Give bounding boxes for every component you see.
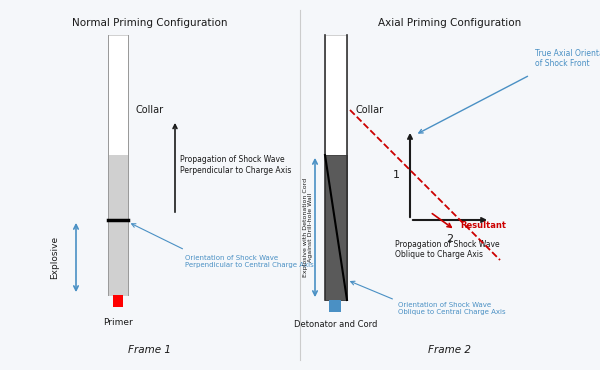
Text: Orientation of Shock Wave
Perpendicular to Central Charge Axis: Orientation of Shock Wave Perpendicular … bbox=[185, 255, 314, 268]
Text: Resultant: Resultant bbox=[460, 221, 506, 229]
Text: Explosive: Explosive bbox=[50, 236, 59, 279]
Text: Axial Priming Configuration: Axial Priming Configuration bbox=[379, 18, 521, 28]
Text: Orientation of Shock Wave
Oblique to Central Charge Axis: Orientation of Shock Wave Oblique to Cen… bbox=[398, 302, 506, 315]
Text: Primer: Primer bbox=[103, 318, 133, 327]
Text: Propagation of Shock Wave
Perpendicular to Charge Axis: Propagation of Shock Wave Perpendicular … bbox=[180, 155, 292, 175]
Text: 1: 1 bbox=[393, 170, 400, 180]
Text: Frame 1: Frame 1 bbox=[128, 345, 172, 355]
Text: Frame 2: Frame 2 bbox=[428, 345, 472, 355]
Text: Explosive with Detonation Cord
Against Drill-hole Wall: Explosive with Detonation Cord Against D… bbox=[302, 178, 313, 277]
Text: Detonator and Cord: Detonator and Cord bbox=[295, 320, 377, 329]
Text: Propagation of Shock Wave
Oblique to Charge Axis: Propagation of Shock Wave Oblique to Cha… bbox=[395, 240, 500, 259]
Text: Collar: Collar bbox=[355, 105, 383, 115]
Bar bbox=[325, 35, 347, 155]
Bar bbox=[108, 155, 128, 295]
Bar bbox=[113, 295, 123, 307]
Text: True Axial Orientation
of Shock Front: True Axial Orientation of Shock Front bbox=[535, 48, 600, 68]
Bar bbox=[108, 35, 128, 155]
Text: Collar: Collar bbox=[136, 105, 164, 115]
Text: 2: 2 bbox=[446, 234, 454, 244]
Bar bbox=[329, 300, 341, 312]
Text: Normal Priming Configuration: Normal Priming Configuration bbox=[72, 18, 228, 28]
Bar bbox=[325, 155, 347, 300]
